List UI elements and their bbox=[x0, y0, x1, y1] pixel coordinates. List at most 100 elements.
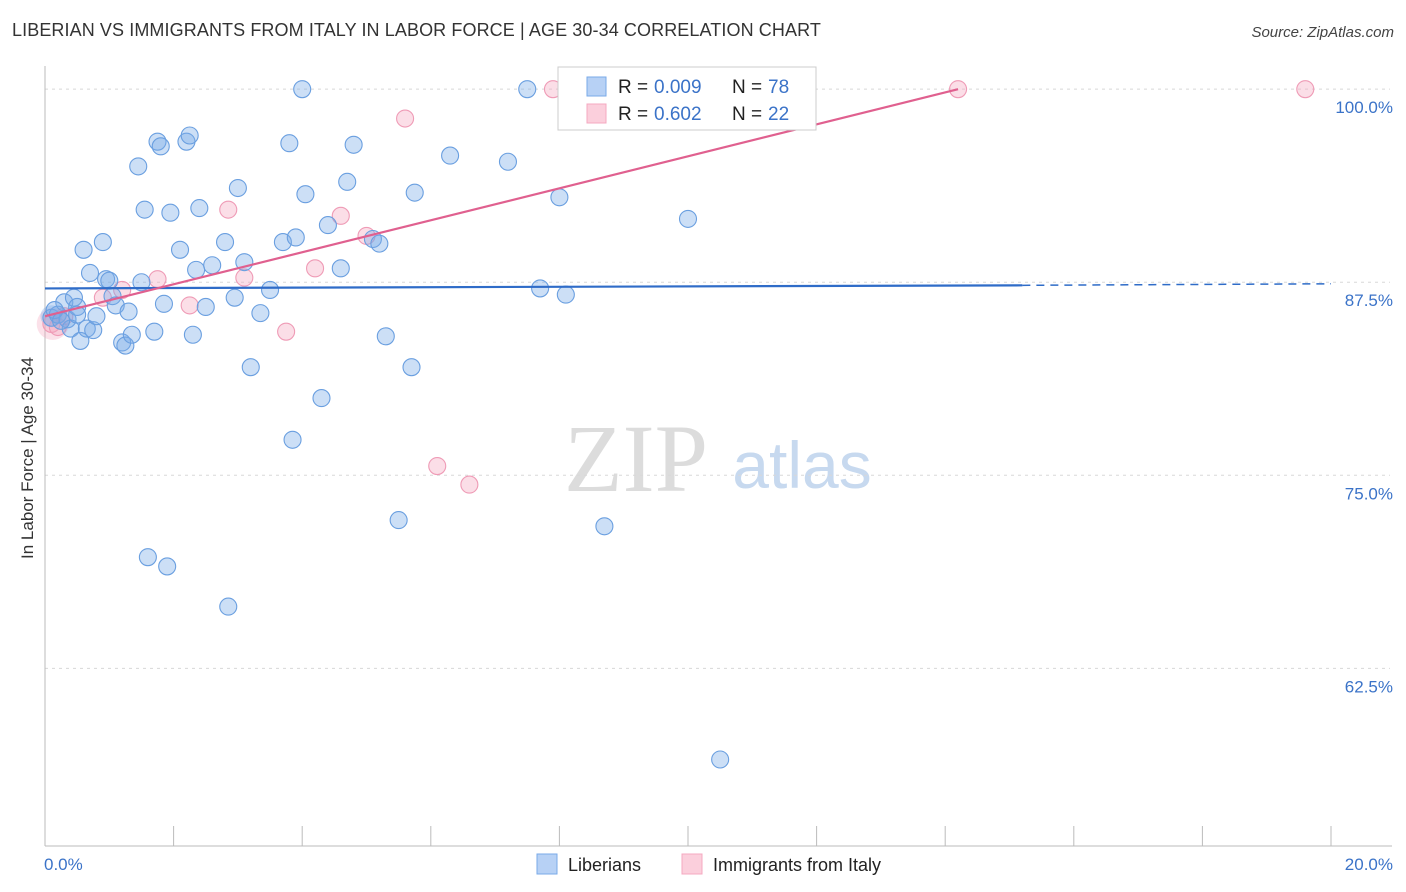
point-liberians bbox=[228, 178, 247, 198]
point-liberians bbox=[405, 183, 424, 202]
x-tick-label-right: 20.0% bbox=[1345, 855, 1393, 874]
stats-r-label-italy: R = bbox=[618, 104, 648, 125]
stats-r-label-liberians: R = bbox=[618, 77, 648, 98]
point-italy bbox=[331, 206, 350, 225]
watermark: ZIP atlas bbox=[564, 405, 872, 512]
point-liberians bbox=[344, 135, 363, 154]
point-liberians bbox=[158, 557, 177, 576]
point-liberians bbox=[122, 325, 141, 344]
point-liberians bbox=[161, 203, 180, 222]
stats-n-value-italy: 22 bbox=[768, 104, 789, 125]
point-liberians bbox=[293, 80, 312, 99]
point-liberians bbox=[241, 358, 260, 377]
point-liberians bbox=[74, 240, 93, 259]
point-italy bbox=[277, 322, 296, 341]
point-liberians bbox=[441, 146, 460, 165]
point-liberians bbox=[518, 80, 537, 99]
point-liberians bbox=[119, 302, 138, 321]
stats-legend-box: R = 0.009 N = 78 R = 0.602 N = 22 bbox=[557, 66, 817, 131]
point-italy bbox=[148, 270, 167, 289]
y-tick-label: 100.0% bbox=[1335, 98, 1393, 117]
point-liberians bbox=[87, 307, 106, 326]
point-liberians bbox=[93, 233, 112, 252]
point-liberians bbox=[251, 304, 270, 323]
point-liberians bbox=[595, 517, 614, 536]
point-liberians bbox=[145, 322, 164, 341]
point-liberians bbox=[80, 263, 100, 283]
point-italy bbox=[306, 259, 325, 278]
trend-line-liberians-extension bbox=[1022, 283, 1332, 287]
point-liberians bbox=[678, 209, 698, 228]
legend-swatch-liberians bbox=[536, 853, 558, 875]
point-liberians bbox=[52, 311, 71, 330]
point-liberians bbox=[183, 325, 202, 344]
point-liberians bbox=[296, 185, 315, 204]
x-tick-label-left: 0.0% bbox=[44, 855, 83, 874]
y-tick-label: 62.5% bbox=[1345, 677, 1393, 696]
gridlines: 100.0% 87.5% 75.0% 62.5% bbox=[45, 88, 1393, 696]
point-italy bbox=[396, 109, 415, 128]
point-liberians bbox=[215, 233, 235, 252]
point-italy bbox=[460, 475, 479, 494]
point-liberians bbox=[138, 548, 157, 567]
y-tick-label: 87.5% bbox=[1345, 291, 1393, 310]
point-liberians bbox=[180, 126, 199, 145]
stats-n-label-liberians: N = bbox=[732, 77, 762, 98]
stats-r-value-italy: 0.602 bbox=[654, 104, 702, 125]
point-liberians bbox=[84, 321, 103, 340]
point-liberians bbox=[116, 336, 135, 355]
point-liberians bbox=[286, 228, 305, 247]
point-liberians bbox=[219, 597, 238, 616]
point-liberians bbox=[498, 152, 518, 171]
point-liberians bbox=[196, 297, 215, 317]
stats-n-value-liberians: 78 bbox=[768, 77, 789, 98]
point-liberians bbox=[151, 137, 170, 156]
point-liberians bbox=[331, 259, 350, 278]
point-liberians bbox=[376, 327, 395, 346]
point-liberians bbox=[280, 134, 299, 153]
watermark-zip: ZIP bbox=[564, 405, 708, 512]
point-italy bbox=[1296, 80, 1315, 99]
point-liberians bbox=[187, 260, 206, 279]
point-liberians bbox=[283, 430, 302, 449]
legend-label-italy: Immigrants from Italy bbox=[713, 855, 881, 875]
point-liberians bbox=[132, 273, 151, 292]
chart-source: Source: ZipAtlas.com bbox=[1251, 24, 1394, 41]
point-liberians bbox=[531, 279, 550, 298]
point-liberians bbox=[129, 157, 148, 176]
point-liberians bbox=[318, 216, 337, 235]
point-liberians bbox=[711, 750, 730, 769]
trend-line-liberians bbox=[44, 284, 1023, 290]
axes bbox=[44, 66, 1392, 847]
point-italy bbox=[180, 296, 199, 315]
point-liberians bbox=[170, 240, 190, 259]
point-italy bbox=[235, 268, 254, 287]
point-liberians bbox=[225, 288, 244, 307]
stats-swatch-liberians bbox=[586, 76, 607, 97]
legend-label-liberians: Liberians bbox=[568, 855, 641, 875]
point-liberians bbox=[113, 333, 132, 352]
stats-swatch-italy bbox=[586, 103, 607, 124]
stats-r-value-liberians: 0.009 bbox=[654, 77, 702, 98]
point-liberians bbox=[68, 305, 87, 324]
stats-n-label-italy: N = bbox=[732, 104, 762, 125]
point-liberians bbox=[77, 319, 96, 338]
legend-swatch-italy bbox=[681, 853, 703, 875]
point-liberians bbox=[402, 358, 421, 377]
point-liberians bbox=[154, 294, 174, 313]
point-italy bbox=[113, 280, 132, 300]
point-liberians bbox=[312, 389, 331, 408]
point-liberians bbox=[389, 511, 408, 530]
point-liberians bbox=[338, 172, 357, 191]
point-liberians bbox=[550, 188, 569, 207]
point-liberians bbox=[260, 280, 280, 300]
watermark-atlas: atlas bbox=[732, 428, 871, 502]
point-italy bbox=[428, 456, 447, 476]
point-liberians bbox=[100, 271, 119, 290]
bottom-legend: Liberians Immigrants from Italy bbox=[536, 853, 881, 875]
point-liberians bbox=[135, 200, 154, 219]
point-liberians bbox=[190, 199, 209, 218]
y-tick-label: 75.0% bbox=[1345, 484, 1393, 503]
point-liberians bbox=[203, 256, 222, 275]
